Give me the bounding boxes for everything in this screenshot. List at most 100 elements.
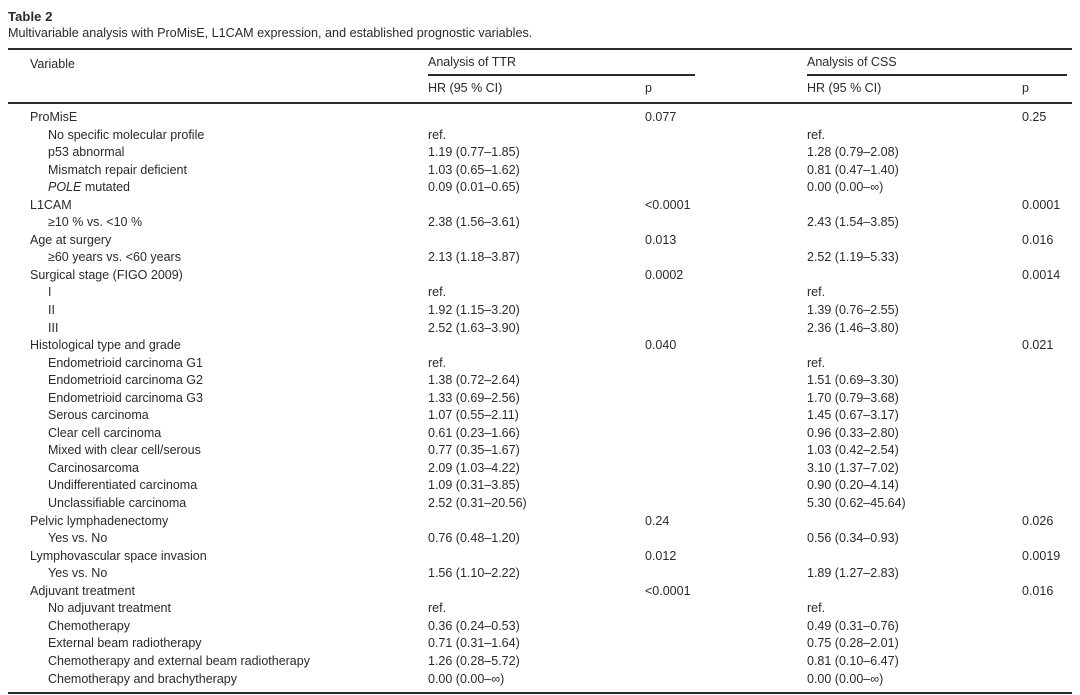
- column-group-css-label: Analysis of CSS: [807, 55, 1067, 76]
- table-row: Undifferentiated carcinoma 1.09 (0.31–3.…: [8, 477, 1072, 495]
- variable-cell: Unclassifiable carcinoma: [8, 495, 428, 513]
- table-row: ≥60 years vs. <60 years 2.13 (1.18–3.87)…: [8, 249, 1072, 267]
- css-p-cell: 0.026: [1022, 513, 1054, 528]
- variable-label: Chemotherapy and brachytherapy: [48, 671, 238, 686]
- css-hr-cell: 1.03 (0.42–2.54): [807, 443, 899, 458]
- css-hr-cell: [807, 197, 1022, 215]
- css-hr-cell: 0.00 (0.00–∞): [807, 180, 884, 195]
- css-hr-cell: 3.10 (1.37–7.02): [807, 460, 899, 475]
- ttr-p-cell: 0.013: [645, 232, 677, 247]
- ttr-p-cell: 0.24: [645, 513, 670, 528]
- ttr-hr-cell: 0.36 (0.24–0.53): [428, 618, 520, 633]
- variable-cell: Clear cell carcinoma: [8, 425, 428, 443]
- variable-cell: Endometrioid carcinoma G1: [8, 355, 428, 373]
- css-hr-cell: 1.89 (1.27–2.83): [807, 566, 899, 581]
- css-hr-cell: 1.28 (0.79–2.08): [807, 145, 899, 160]
- ttr-p-cell: [645, 144, 807, 162]
- css-p-cell: [1022, 162, 1072, 180]
- ttr-p-cell: [645, 372, 807, 390]
- ttr-hr-cell: 1.38 (0.72–2.64): [428, 373, 520, 388]
- variable-label: Surgical stage (FIGO 2009): [30, 267, 183, 282]
- table-body: ProMisE 0.077 0.25 No specific molecular…: [8, 103, 1072, 693]
- css-hr-cell: 0.56 (0.34–0.93): [807, 531, 899, 546]
- variable-cell: Mismatch repair deficient: [8, 162, 428, 180]
- variable-cell: I: [8, 284, 428, 302]
- variable-cell: Age at surgery: [8, 232, 428, 250]
- variable-italic-text: POLE: [48, 180, 82, 195]
- css-p-cell: 0.016: [1022, 583, 1054, 598]
- variable-label: L1CAM: [30, 197, 72, 212]
- variable-label: Mixed with clear cell/serous: [48, 443, 201, 458]
- ttr-hr-cell: 0.61 (0.23–1.66): [428, 425, 520, 440]
- ttr-p-cell: [645, 600, 807, 618]
- css-hr-cell: ref.: [807, 601, 826, 616]
- ttr-hr-cell: 1.09 (0.31–3.85): [428, 478, 520, 493]
- css-p-cell: [1022, 214, 1072, 232]
- ttr-hr-cell: 1.26 (0.28–5.72): [428, 653, 520, 668]
- variable-cell: III: [8, 320, 428, 338]
- css-p-cell: 0.0014: [1022, 267, 1061, 282]
- variable-cell: L1CAM: [8, 197, 428, 215]
- ttr-p-cell: 0.012: [645, 548, 677, 563]
- ttr-p-cell: [645, 320, 807, 338]
- css-p-cell: [1022, 635, 1072, 653]
- variable-label: I: [48, 285, 52, 300]
- table-row: Mixed with clear cell/serous 0.77 (0.35–…: [8, 442, 1072, 460]
- ttr-hr-cell: [428, 337, 645, 355]
- ttr-p-cell: [645, 302, 807, 320]
- css-p-cell: [1022, 144, 1072, 162]
- table-row: Yes vs. No 0.76 (0.48–1.20) 0.56 (0.34–0…: [8, 530, 1072, 548]
- ttr-p-cell: [645, 425, 807, 443]
- variable-label: Endometrioid carcinoma G1: [48, 355, 203, 370]
- variable-cell: Carcinosarcoma: [8, 460, 428, 478]
- css-p-cell: [1022, 127, 1072, 145]
- ttr-hr-cell: 2.13 (1.18–3.87): [428, 250, 520, 265]
- header-group-row: Variable Analysis of TTR Analysis of CSS: [8, 49, 1072, 76]
- css-p-cell: [1022, 565, 1072, 583]
- ttr-p-cell: [645, 460, 807, 478]
- variable-label: Clear cell carcinoma: [48, 425, 162, 440]
- css-hr-cell: [807, 548, 1022, 566]
- variable-cell: Yes vs. No: [8, 530, 428, 548]
- ttr-hr-cell: 0.09 (0.01–0.65): [428, 180, 520, 195]
- css-hr-cell: 0.75 (0.28–2.01): [807, 636, 899, 651]
- ttr-p-cell: [645, 355, 807, 373]
- variable-label: ≥60 years vs. <60 years: [48, 250, 181, 265]
- variable-cell: ≥10 % vs. <10 %: [8, 214, 428, 232]
- table-row: External beam radiotherapy 0.71 (0.31–1.…: [8, 635, 1072, 653]
- variable-cell: Yes vs. No: [8, 565, 428, 583]
- multivariable-analysis-table: Variable Analysis of TTR Analysis of CSS…: [8, 48, 1072, 695]
- ttr-hr-cell: 1.92 (1.15–3.20): [428, 303, 520, 318]
- ttr-hr-cell: 1.07 (0.55–2.11): [428, 408, 519, 423]
- ttr-p-cell: [645, 477, 807, 495]
- variable-cell: No specific molecular profile: [8, 127, 428, 145]
- table-row: Endometrioid carcinoma G1 ref. ref.: [8, 355, 1072, 373]
- variable-cell: ≥60 years vs. <60 years: [8, 249, 428, 267]
- ttr-hr-cell: [428, 583, 645, 601]
- css-p-cell: [1022, 495, 1072, 513]
- variable-cell: Undifferentiated carcinoma: [8, 477, 428, 495]
- ttr-hr-cell: 0.77 (0.35–1.67): [428, 443, 520, 458]
- css-p-cell: [1022, 355, 1072, 373]
- variable-label: Histological type and grade: [30, 338, 181, 353]
- variable-label: Pelvic lymphadenectomy: [30, 513, 169, 528]
- variable-cell: Surgical stage (FIGO 2009): [8, 267, 428, 285]
- ttr-hr-cell: 1.03 (0.65–1.62): [428, 162, 520, 177]
- ttr-p-cell: [645, 565, 807, 583]
- variable-cell: External beam radiotherapy: [8, 635, 428, 653]
- css-p-cell: [1022, 618, 1072, 636]
- variable-label: mutated: [81, 180, 130, 195]
- css-p-cell: [1022, 320, 1072, 338]
- ttr-hr-cell: 0.71 (0.31–1.64): [428, 636, 520, 651]
- css-hr-cell: 2.36 (1.46–3.80): [807, 320, 899, 335]
- ttr-hr-cell: [428, 232, 645, 250]
- ttr-hr-cell: [428, 267, 645, 285]
- css-hr-cell: 1.51 (0.69–3.30): [807, 373, 899, 388]
- css-hr-cell: ref.: [807, 285, 826, 300]
- css-p-cell: [1022, 284, 1072, 302]
- table-row: ≥10 % vs. <10 % 2.38 (1.56–3.61) 2.43 (1…: [8, 214, 1072, 232]
- table-row: Age at surgery 0.013 0.016: [8, 232, 1072, 250]
- variable-label: Endometrioid carcinoma G2: [48, 373, 203, 388]
- variable-label: ≥10 % vs. <10 %: [48, 215, 143, 230]
- ttr-hr-cell: 1.33 (0.69–2.56): [428, 390, 520, 405]
